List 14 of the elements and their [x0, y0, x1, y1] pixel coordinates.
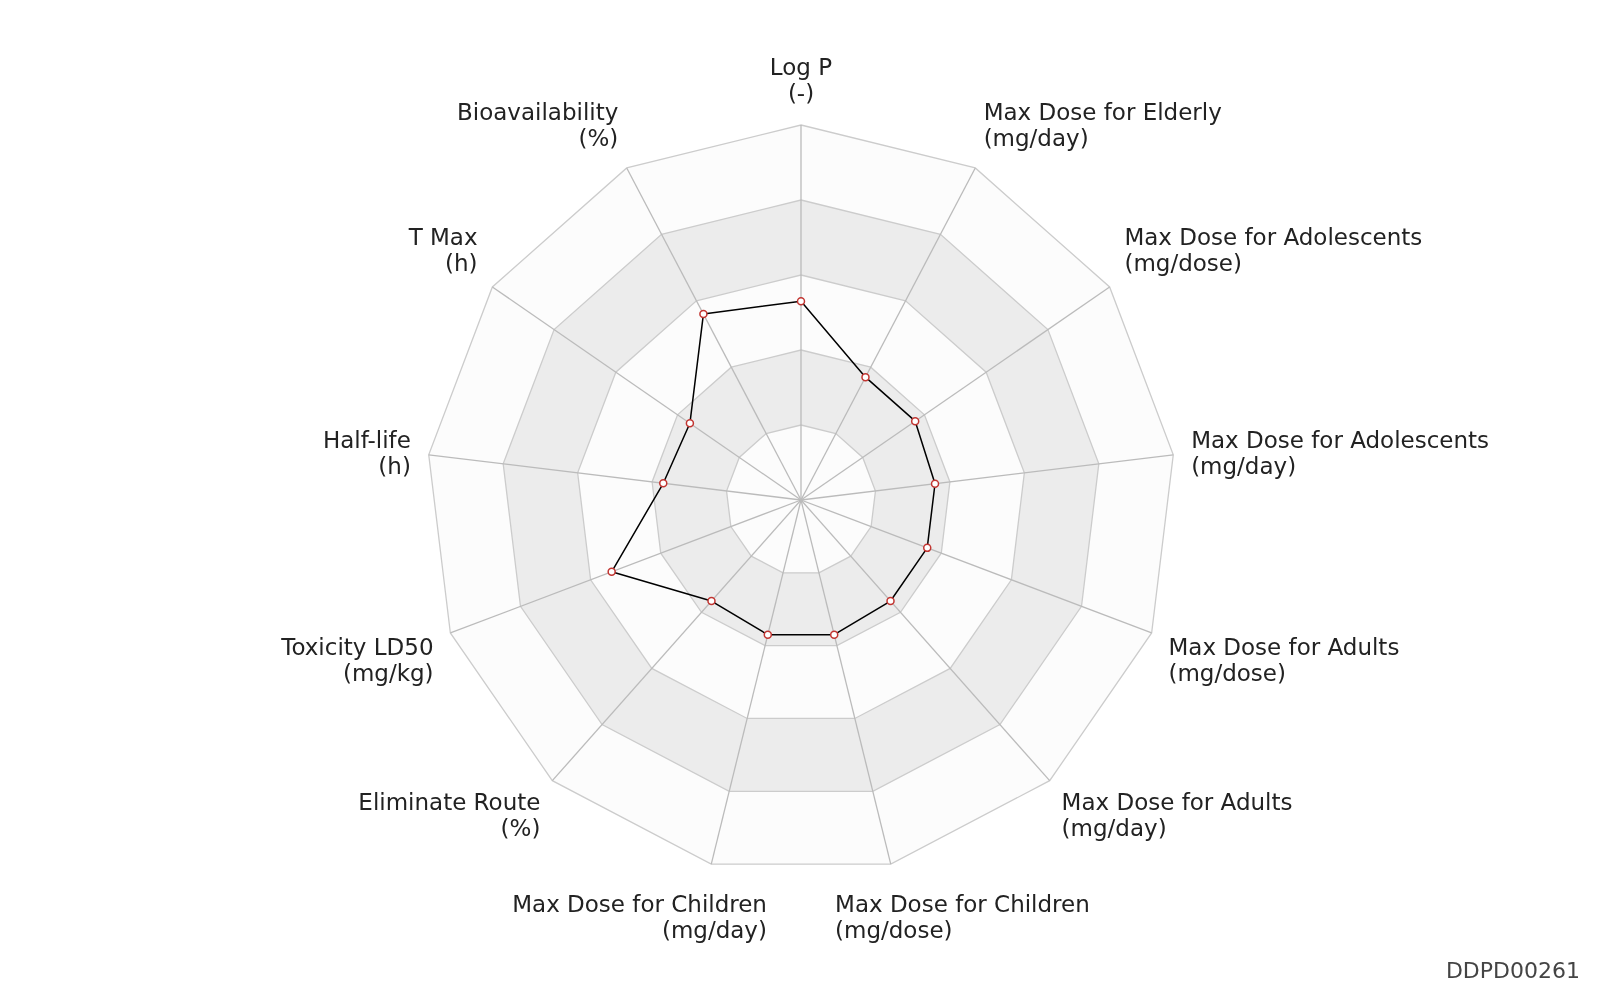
spoke-label: Half-life (h)	[322, 426, 411, 479]
spoke-label: Max Dose for Adolescents (mg/dose)	[1124, 223, 1423, 276]
spoke-label: Max Dose for Children (mg/day)	[512, 890, 767, 943]
text: DDPD00261	[1445, 958, 1580, 983]
spoke-label: T Max (h)	[407, 223, 478, 276]
spoke-label: Max Dose for Adults (mg/dose)	[1168, 634, 1400, 687]
spoke-label: Max Dose for Adolescents (mg/day)	[1191, 426, 1490, 479]
spoke-label: Max Dose for Adults (mg/day)	[1061, 789, 1293, 842]
spoke-label: Log P (-)	[769, 54, 833, 106]
spoke-label: Eliminate Route (%)	[358, 789, 541, 842]
spoke-label: Max Dose for Children (mg/dose)	[835, 890, 1090, 943]
spoke-label: Bioavailability (%)	[457, 99, 619, 152]
spoke-label: Max Dose for Elderly (mg/day)	[983, 99, 1222, 152]
spoke-label: Toxicity LD50 (mg/kg)	[280, 634, 434, 687]
